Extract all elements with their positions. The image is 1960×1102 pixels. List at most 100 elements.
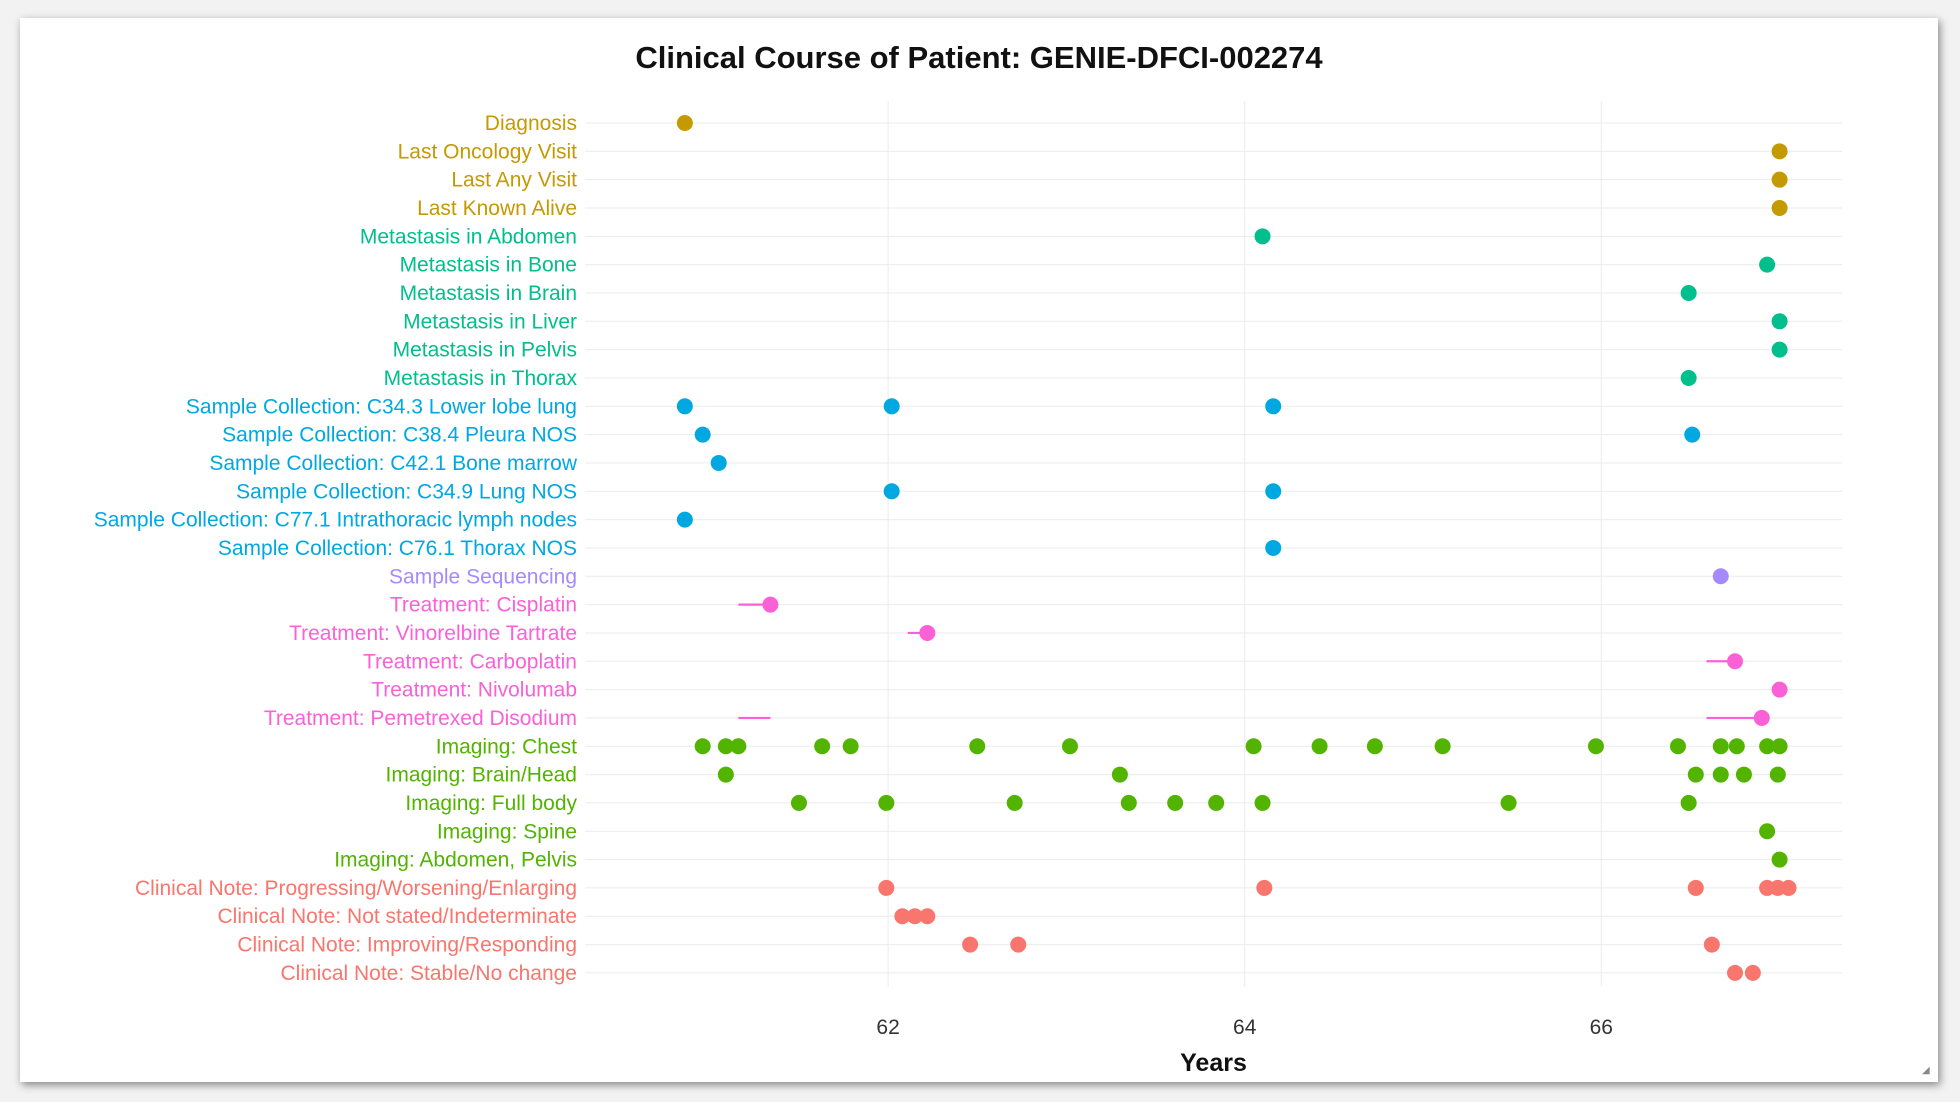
event-point[interactable]	[1111, 766, 1128, 783]
event-point[interactable]	[878, 879, 895, 896]
event-point[interactable]	[1256, 879, 1273, 896]
event-point[interactable]	[1780, 879, 1797, 896]
event-point[interactable]	[1771, 143, 1788, 160]
y-tick-label: Sample Collection: C34.9 Lung NOS	[236, 480, 577, 503]
event-point[interactable]	[1771, 738, 1788, 755]
chart-title: Clinical Course of Patient: GENIE-DFCI-0…	[635, 40, 1323, 75]
event-point[interactable]	[1254, 228, 1271, 245]
event-point[interactable]	[1010, 936, 1027, 953]
event-point[interactable]	[1769, 766, 1786, 783]
event-point[interactable]	[1687, 766, 1704, 783]
event-point[interactable]	[1727, 653, 1744, 670]
event-point[interactable]	[1680, 369, 1697, 386]
event-point[interactable]	[842, 738, 859, 755]
y-tick-label: Last Oncology Visit	[398, 140, 578, 163]
event-point[interactable]	[1684, 426, 1701, 443]
event-point[interactable]	[710, 454, 727, 471]
event-point[interactable]	[1771, 681, 1788, 698]
event-point[interactable]	[1771, 199, 1788, 216]
event-point[interactable]	[1245, 738, 1262, 755]
event-point[interactable]	[717, 766, 734, 783]
event-point[interactable]	[1744, 964, 1761, 981]
y-tick-label: Sample Collection: C42.1 Bone marrow	[209, 452, 578, 475]
event-point[interactable]	[1120, 794, 1137, 811]
event-point[interactable]	[1759, 256, 1776, 273]
event-point[interactable]	[883, 398, 900, 415]
event-point[interactable]	[1753, 709, 1770, 726]
y-tick-label: Treatment: Pemetrexed Disodium	[264, 707, 577, 730]
event-point[interactable]	[1208, 794, 1225, 811]
event-point[interactable]	[1265, 539, 1282, 556]
event-point[interactable]	[1680, 284, 1697, 301]
y-tick-label: Imaging: Full body	[405, 792, 577, 815]
event-point[interactable]	[1728, 738, 1745, 755]
event-point[interactable]	[1771, 851, 1788, 868]
y-tick-label: Metastasis in Liver	[403, 310, 577, 333]
event-point[interactable]	[1311, 738, 1328, 755]
event-point[interactable]	[730, 738, 747, 755]
event-point[interactable]	[919, 624, 936, 641]
event-point[interactable]	[717, 738, 734, 755]
event-point[interactable]	[1771, 171, 1788, 188]
event-point[interactable]	[1771, 313, 1788, 330]
x-axis-title: Years	[1180, 1049, 1247, 1077]
event-point[interactable]	[790, 794, 807, 811]
y-tick-label: Imaging: Abdomen, Pelvis	[334, 849, 577, 872]
event-point[interactable]	[676, 115, 693, 131]
event-point[interactable]	[1771, 341, 1788, 358]
event-point[interactable]	[1254, 794, 1271, 811]
event-point[interactable]	[894, 908, 911, 925]
y-tick-label: Sample Sequencing	[389, 565, 577, 588]
event-point[interactable]	[1366, 738, 1383, 755]
y-tick-label: Imaging: Spine	[437, 820, 577, 843]
event-point[interactable]	[762, 596, 779, 613]
y-tick-label: Sample Collection: C38.4 Pleura NOS	[222, 424, 577, 447]
event-point[interactable]	[814, 738, 831, 755]
event-point[interactable]	[969, 738, 986, 755]
y-axis-labels: Diagnosis Last Oncology Visit Last Any Vis…	[94, 112, 578, 985]
event-point[interactable]	[1587, 738, 1604, 755]
y-tick-label: Imaging: Chest	[436, 735, 577, 758]
event-point[interactable]	[1727, 964, 1744, 981]
event-point[interactable]	[1006, 794, 1023, 811]
event-point[interactable]	[1669, 738, 1686, 755]
event-point[interactable]	[1500, 794, 1517, 811]
y-tick-label: Metastasis in Bone	[400, 254, 577, 277]
event-point[interactable]	[1703, 936, 1720, 953]
event-point[interactable]	[1061, 738, 1078, 755]
event-point[interactable]	[1735, 766, 1752, 783]
y-tick-label: Treatment: Carboplatin	[363, 650, 577, 673]
event-point[interactable]	[962, 936, 979, 953]
event-point[interactable]	[878, 794, 895, 811]
y-tick-label: Treatment: Cisplatin	[390, 594, 577, 617]
event-point[interactable]	[906, 908, 923, 925]
event-point[interactable]	[1759, 738, 1776, 755]
event-point[interactable]	[676, 398, 693, 415]
y-tick-label: Diagnosis	[485, 112, 577, 135]
event-point[interactable]	[1265, 398, 1282, 415]
event-point[interactable]	[1167, 794, 1184, 811]
event-point[interactable]	[883, 483, 900, 500]
event-point[interactable]	[1712, 766, 1729, 783]
x-tick-label: 62	[876, 1016, 899, 1039]
event-point[interactable]	[1434, 738, 1451, 755]
scatter-plot: Diagnosis Last Oncology Visit Last Any Vis…	[94, 101, 1842, 1077]
event-point[interactable]	[694, 738, 711, 755]
event-point[interactable]	[1680, 794, 1697, 811]
event-point[interactable]	[676, 511, 693, 528]
event-point[interactable]	[1712, 568, 1729, 585]
y-tick-label: Metastasis in Abdomen	[360, 225, 577, 248]
y-tick-label: Clinical Note: Stable/No change	[280, 962, 577, 985]
event-point[interactable]	[919, 908, 936, 925]
resize-handle-icon[interactable]: ◢	[1922, 1065, 1930, 1076]
x-tick-label: 66	[1590, 1016, 1613, 1039]
event-point[interactable]	[1265, 483, 1282, 500]
event-point[interactable]	[1712, 738, 1729, 755]
y-tick-label: Metastasis in Pelvis	[393, 339, 577, 362]
y-tick-label: Clinical Note: Not stated/Indeterminate	[217, 905, 577, 928]
event-point[interactable]	[1759, 823, 1776, 840]
y-tick-label: Metastasis in Thorax	[384, 367, 578, 390]
y-tick-label: Imaging: Brain/Head	[386, 764, 577, 787]
event-point[interactable]	[694, 426, 711, 443]
event-point[interactable]	[1687, 879, 1704, 896]
